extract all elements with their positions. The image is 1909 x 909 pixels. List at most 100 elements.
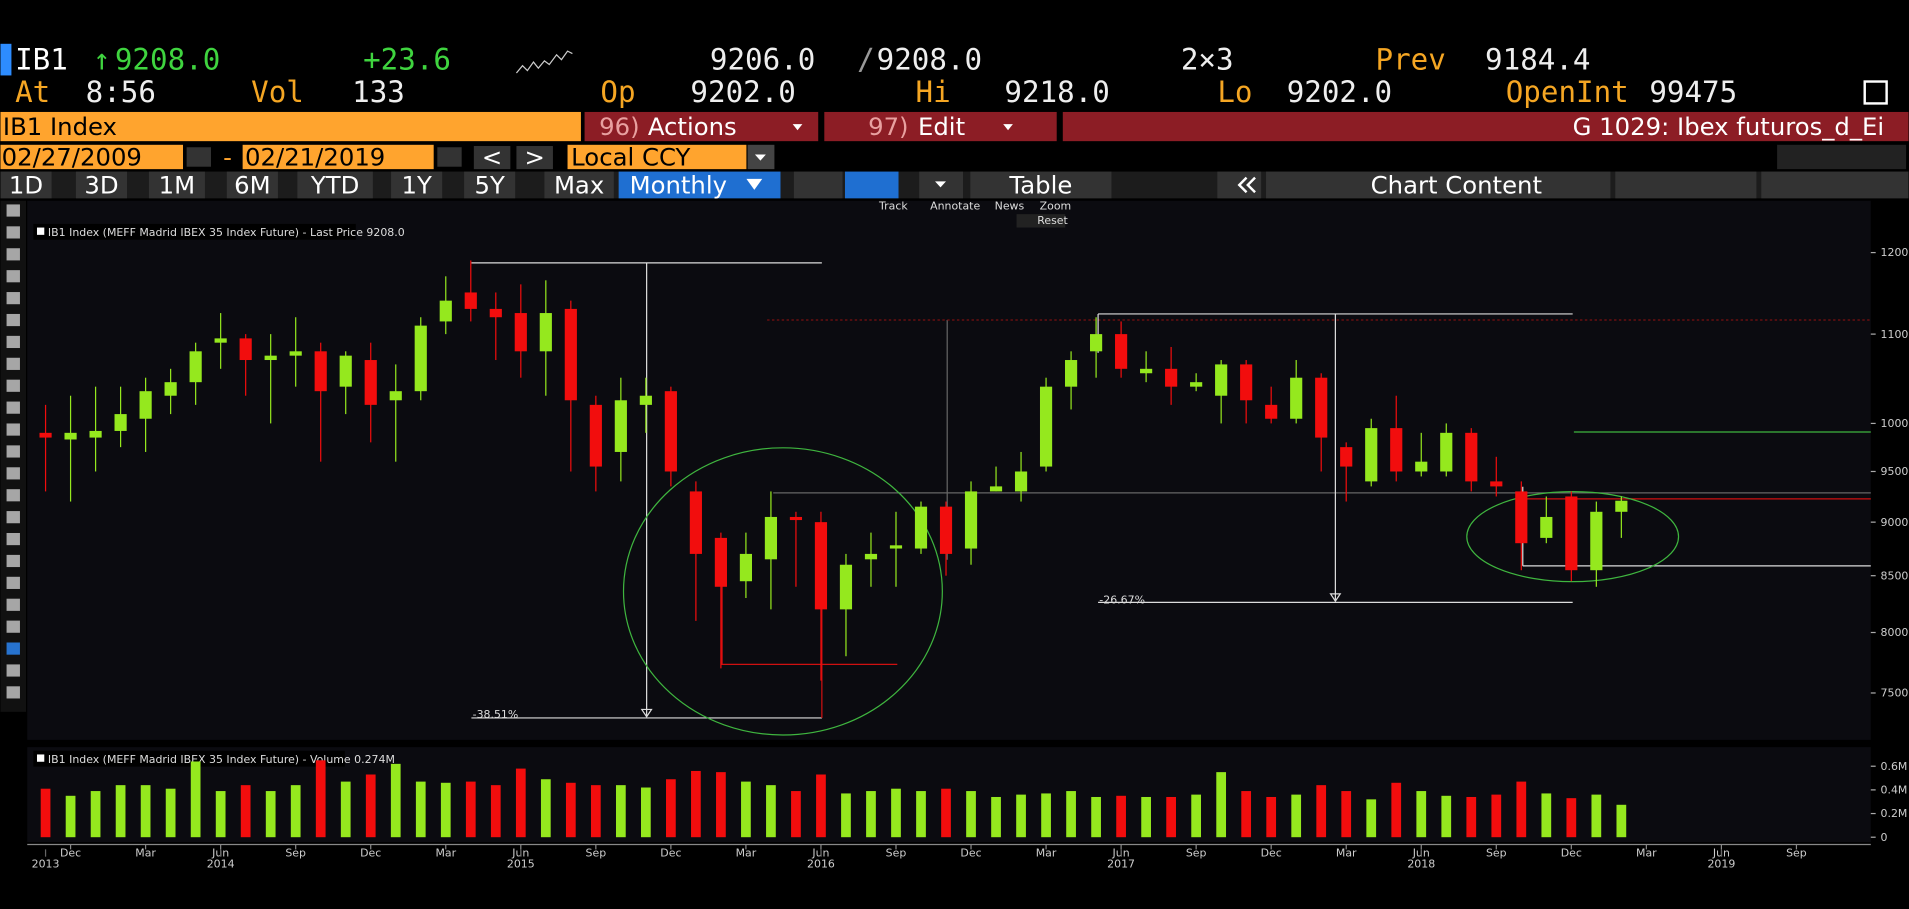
x-tick-label: Dec — [60, 847, 81, 860]
line-view[interactable] — [793, 171, 843, 199]
tool-icon[interactable] — [6, 270, 20, 283]
volume-bar — [90, 791, 101, 838]
chart-tool[interactable]: Zoom — [1040, 199, 1072, 212]
volume-bar — [190, 761, 201, 838]
tool-icon[interactable] — [6, 620, 20, 633]
volume-bar — [1616, 804, 1627, 838]
volume-bar — [1466, 796, 1477, 838]
tool-icon[interactable] — [6, 532, 20, 546]
table-button[interactable] — [970, 171, 1112, 199]
y-tick-label: 9000 — [1881, 516, 1909, 529]
end-date-box[interactable] — [242, 144, 434, 170]
tool-icon[interactable] — [6, 226, 20, 239]
export-icon[interactable] — [1863, 80, 1888, 105]
candle-body — [389, 391, 402, 401]
candle-body — [364, 360, 377, 405]
calendar[interactable] — [186, 147, 211, 167]
tool-icon[interactable] — [6, 292, 20, 305]
candle-body — [1215, 364, 1228, 396]
edit-chart[interactable] — [1615, 171, 1757, 199]
volume-bar — [315, 760, 326, 838]
caret — [935, 181, 946, 188]
undo-redo[interactable] — [1777, 144, 1907, 170]
candle-body — [589, 404, 602, 467]
tool-icon[interactable] — [6, 489, 20, 502]
period-button[interactable] — [75, 171, 128, 199]
chart-tool[interactable]: Track — [878, 199, 908, 212]
period-button[interactable] — [0, 171, 52, 199]
reset: Reset — [1037, 214, 1068, 227]
volume-bar — [866, 791, 876, 838]
reset-button[interactable] — [1016, 214, 1066, 228]
tool-icon[interactable] — [6, 686, 20, 699]
x-tick-label: Sep — [586, 847, 607, 860]
candle-body — [89, 430, 102, 438]
volume-bar — [340, 781, 351, 838]
volume-bar — [841, 793, 851, 838]
tool-icon[interactable] — [6, 598, 20, 611]
candle-body — [1290, 377, 1303, 419]
candle-body — [914, 506, 928, 549]
prev-button[interactable] — [473, 146, 511, 170]
period-button[interactable] — [226, 171, 278, 199]
next-button[interactable] — [516, 146, 553, 170]
prev: < — [482, 142, 502, 171]
period: Max — [554, 170, 604, 199]
chart-tool[interactable]: Annotate — [930, 199, 980, 212]
volume-bar — [916, 791, 926, 838]
tool-icon[interactable] — [6, 401, 20, 414]
volume-bar — [290, 785, 301, 838]
tool-icon[interactable] — [6, 467, 20, 480]
currency-box[interactable] — [567, 144, 747, 170]
candle-body — [314, 351, 327, 392]
tool-icon[interactable] — [6, 248, 20, 261]
candle-body — [1490, 481, 1503, 487]
arrowhead — [1329, 593, 1342, 603]
change: +23.6 — [363, 42, 451, 76]
tool-icon[interactable] — [6, 511, 20, 524]
candle-body — [114, 414, 127, 431]
tool-icon[interactable] — [6, 445, 20, 458]
tool-icon[interactable] — [6, 357, 20, 370]
period-button[interactable] — [297, 171, 373, 199]
legend-label: IB1 Index (MEFF Madrid IBEX 35 Index Fut… — [48, 753, 395, 766]
settings[interactable] — [1761, 171, 1909, 199]
candle-body — [1365, 428, 1378, 482]
period-button[interactable] — [391, 171, 443, 199]
legend — [33, 223, 356, 240]
volume-bar — [440, 782, 451, 838]
tool-icon[interactable] — [6, 335, 20, 349]
volume-bar — [1016, 794, 1026, 838]
security-box[interactable] — [0, 111, 581, 142]
chart-tool[interactable]: News — [995, 199, 1025, 212]
tool-icon[interactable] — [6, 313, 20, 327]
calendar[interactable] — [437, 147, 462, 167]
edit-button[interactable] — [824, 111, 1057, 142]
legend — [33, 750, 345, 767]
page-title: G 1029: Ibex futuros_d_Ei — [1573, 112, 1885, 141]
tool-icon[interactable] — [6, 576, 20, 589]
start-date-box[interactable] — [0, 144, 184, 170]
tool-icon[interactable] — [6, 554, 20, 568]
table: Table — [1008, 170, 1072, 199]
x-tick-label: Sep — [1786, 847, 1807, 860]
period-button[interactable] — [148, 171, 205, 199]
tool-icon[interactable] — [6, 204, 20, 217]
period-button[interactable] — [544, 171, 614, 199]
tool-icon[interactable] — [6, 379, 20, 392]
chart-content-button[interactable] — [1266, 171, 1611, 199]
period-button[interactable] — [464, 171, 516, 199]
tool-icon[interactable] — [6, 423, 20, 436]
highlight-circle — [622, 447, 943, 736]
volume-bar — [390, 763, 401, 838]
arrow: ↑ — [93, 42, 111, 76]
ticker: IB1 — [15, 42, 68, 76]
candle-view[interactable] — [844, 171, 899, 199]
candle-body — [439, 300, 452, 322]
tool-icon[interactable] — [6, 664, 20, 677]
legend-swatch — [36, 754, 45, 762]
candle-body — [839, 564, 853, 610]
candle-body — [139, 391, 152, 419]
actions-button[interactable] — [584, 111, 819, 142]
tool-icon[interactable] — [6, 642, 20, 655]
